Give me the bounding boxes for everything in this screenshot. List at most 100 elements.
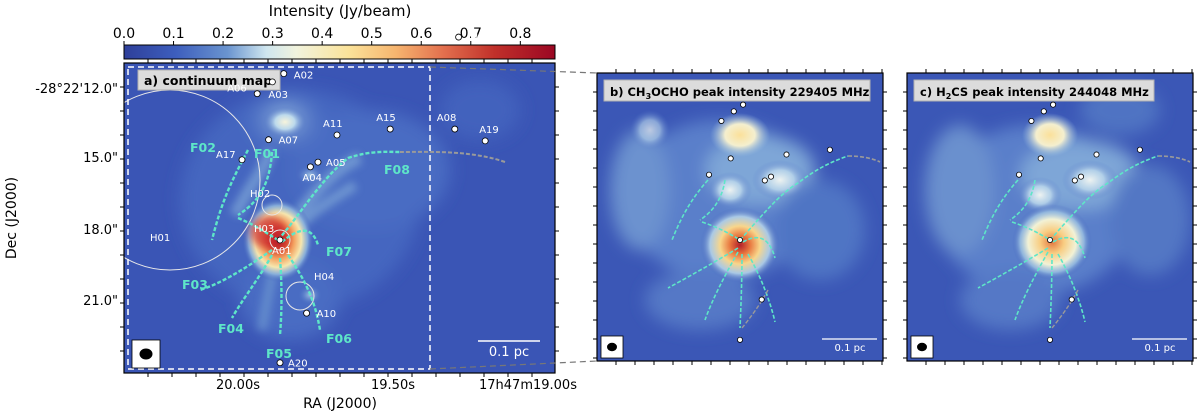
source-marker	[1136, 146, 1143, 153]
source-marker	[481, 137, 489, 145]
colorbar-label: Intensity (Jy/beam)	[269, 2, 412, 20]
source-marker	[740, 101, 747, 108]
ytick-label: 18.0"	[83, 223, 118, 238]
source-marker	[333, 131, 341, 139]
source-marker	[1047, 236, 1054, 243]
filament-f08-extension	[399, 150, 506, 163]
source-label: A05	[326, 158, 346, 169]
source-label: A08	[437, 113, 457, 124]
scalebar-c-label: 0.1 pc	[1145, 343, 1176, 354]
zoom-connectors	[429, 66, 598, 370]
source-marker	[706, 171, 713, 178]
scalebar-b: 0.1 pc	[822, 338, 877, 354]
filament-label: F04	[218, 321, 244, 336]
source-label: A03	[268, 90, 288, 101]
source-marker	[451, 125, 459, 133]
source-marker	[768, 173, 775, 180]
zoom-region-box	[127, 66, 431, 370]
source-marker	[1037, 155, 1044, 162]
source-marker	[826, 146, 833, 153]
filament-label: F08	[384, 162, 410, 177]
source-marker	[1071, 177, 1078, 184]
source-marker	[1068, 296, 1075, 303]
source-marker	[280, 70, 288, 78]
source-label: A20	[288, 359, 308, 370]
source-marker	[268, 78, 276, 86]
colorbar-tick-label: 0.2	[212, 26, 234, 42]
filament-label: F05	[266, 346, 292, 361]
filament-label: F06	[326, 331, 352, 346]
scalebar-a-label: 0.1 pc	[489, 345, 529, 360]
colorbar-tick-label: 0.6	[410, 26, 432, 42]
colorbar-tick-label: 0.3	[261, 26, 283, 42]
filament-extension-c2	[1051, 289, 1079, 329]
source-markers-c	[1016, 101, 1143, 343]
panel-c-tickmarks	[903, 69, 1197, 365]
h-ii-label: H04	[314, 272, 334, 283]
source-marker	[761, 177, 768, 184]
filament-label: F02	[190, 140, 216, 155]
source-marker	[1093, 151, 1100, 158]
source-marker	[455, 33, 463, 41]
panel-a-label-text: a) continuum map	[144, 73, 272, 88]
source-marker	[730, 108, 737, 115]
source-marker	[276, 359, 284, 367]
source-marker	[303, 309, 311, 317]
source-label: A10	[317, 309, 337, 320]
xtick-label: 19.50s	[371, 378, 415, 393]
beam-marker-c	[910, 335, 934, 359]
source-label: A12	[467, 33, 487, 44]
source-marker	[758, 296, 765, 303]
h-ii-labels: H01 H02 H03 H04	[150, 189, 334, 283]
panel-b-tickmarks	[593, 69, 887, 365]
colorbar-tick-label: 0.4	[311, 26, 333, 42]
panel-c-label: c) H2CS peak intensity 244048 MHz	[913, 79, 1155, 102]
source-marker	[238, 156, 246, 164]
source-marker	[1050, 101, 1057, 108]
panel-a-tickmarks	[120, 59, 559, 377]
filament-label: F01	[254, 146, 280, 161]
panel-a-continuum-map: a) continuum map 0.1 pc A01A02A03A04A05A…	[4, 33, 577, 412]
ytick-label: 21.0"	[83, 294, 118, 309]
x-axis-label: RA (J2000)	[303, 396, 377, 412]
source-marker	[314, 158, 322, 166]
source-label: A17	[216, 150, 236, 161]
h-ii-label: H03	[254, 224, 274, 235]
source-marker	[737, 336, 744, 343]
source-label: A15	[376, 113, 396, 124]
colorbar-tick-label: 0.5	[361, 26, 383, 42]
filament-label: F07	[326, 244, 352, 259]
source-marker	[1016, 171, 1023, 178]
colorbar-tick-label: 0.1	[162, 26, 184, 42]
source-marker	[276, 236, 284, 244]
panel-b-label: b) CH3OCHO peak intensity 229405 MHz	[603, 79, 871, 102]
source-marker	[1028, 117, 1035, 124]
source-marker	[783, 151, 790, 158]
colorbar-gradient	[123, 44, 556, 60]
filament-label: F03	[182, 277, 208, 292]
scalebar-c: 0.1 pc	[1132, 338, 1187, 354]
scalebar-a: 0.1 pc	[478, 340, 540, 360]
colorbar-tick-label: 0.7	[460, 26, 482, 42]
source-label: A07	[279, 136, 299, 147]
source-markers: A01 A02 A03 A04 A05 A06 A07 A08 A10 A11 A12 A15 A17 A…	[216, 33, 499, 370]
colorbar-tick-label: 0.0	[113, 26, 135, 42]
panel-b-frame	[596, 72, 884, 362]
beam-marker	[131, 339, 161, 369]
panel-b-label-text: b) CH3OCHO peak intensity 229405 MHz	[610, 85, 870, 101]
panel-b-ch3ocho: b) CH3OCHO peak intensity 229405 MHz 0.1…	[593, 69, 887, 365]
source-markers-b	[706, 101, 833, 343]
xtick-label: 17h47m19.00s	[479, 378, 577, 393]
source-marker	[1040, 108, 1047, 115]
filament-extension-c	[1157, 155, 1191, 163]
colorbar-tick-label: 0.8	[509, 26, 531, 42]
filaments-c	[977, 155, 1159, 329]
filament-labels: F01 F02 F03 F04 F05 F06 F07 F08	[182, 140, 410, 361]
source-marker	[1078, 173, 1085, 180]
source-marker	[386, 125, 394, 133]
scalebar-b-label: 0.1 pc	[835, 343, 866, 354]
ytick-label: 15.0"	[83, 151, 118, 166]
source-marker	[727, 155, 734, 162]
source-label: A11	[323, 119, 343, 130]
